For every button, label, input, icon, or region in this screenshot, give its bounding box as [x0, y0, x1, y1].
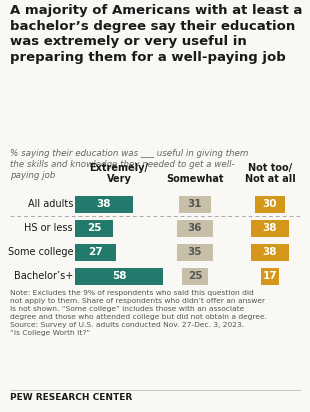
Text: 58: 58 — [112, 271, 126, 281]
Bar — [250, 243, 289, 260]
Text: 17: 17 — [263, 271, 277, 281]
Bar — [75, 196, 133, 213]
Text: 35: 35 — [188, 247, 202, 257]
Text: 27: 27 — [88, 247, 103, 257]
Text: 30: 30 — [263, 199, 277, 209]
Text: A majority of Americans with at least a
bachelor’s degree say their education
wa: A majority of Americans with at least a … — [10, 4, 302, 63]
Text: PEW RESEARCH CENTER: PEW RESEARCH CENTER — [10, 393, 132, 402]
Bar — [250, 220, 289, 236]
Bar — [261, 267, 279, 285]
Text: Somewhat: Somewhat — [166, 174, 224, 184]
Bar — [179, 196, 211, 213]
Text: Extremely/
Very: Extremely/ Very — [90, 163, 148, 184]
Bar — [182, 267, 208, 285]
Text: 38: 38 — [263, 247, 277, 257]
Text: 31: 31 — [188, 199, 202, 209]
Bar — [177, 243, 213, 260]
Text: 25: 25 — [87, 223, 101, 233]
Bar — [75, 267, 163, 285]
Text: Bachelor’s+: Bachelor’s+ — [14, 271, 73, 281]
Text: 38: 38 — [97, 199, 111, 209]
Bar — [255, 196, 285, 213]
Text: Some college: Some college — [7, 247, 73, 257]
Bar — [75, 220, 113, 236]
Text: All adults: All adults — [28, 199, 73, 209]
Bar — [177, 220, 213, 236]
Text: 25: 25 — [188, 271, 202, 281]
Text: 36: 36 — [188, 223, 202, 233]
Text: Note: Excludes the 9% of respondents who said this question did
not apply to the: Note: Excludes the 9% of respondents who… — [10, 290, 267, 336]
Bar — [75, 243, 116, 260]
Text: 38: 38 — [263, 223, 277, 233]
Text: % saying their education was ___ useful in giving them
the skills and knowledge : % saying their education was ___ useful … — [10, 149, 248, 180]
Text: HS or less: HS or less — [24, 223, 73, 233]
Text: Not too/
Not at all: Not too/ Not at all — [245, 163, 295, 184]
